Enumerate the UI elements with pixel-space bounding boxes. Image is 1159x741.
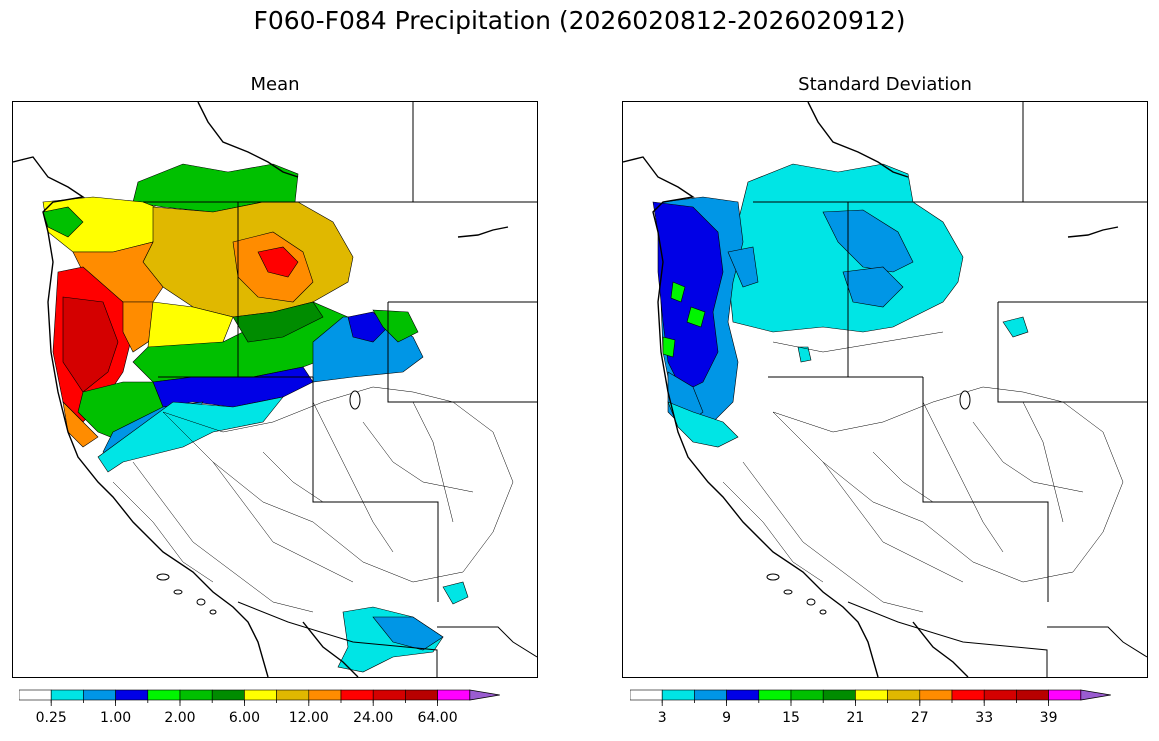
colorbar-box	[1048, 689, 1082, 701]
colorbar-box	[372, 689, 406, 701]
colorbar-box	[179, 689, 213, 701]
colorbar-box	[50, 689, 84, 701]
colorbar-tick-label: 21	[846, 710, 864, 726]
colorbar-box	[694, 689, 727, 701]
colorbar-box	[758, 689, 792, 701]
colorbar-box	[340, 689, 374, 701]
colorbar-box	[726, 689, 760, 701]
region-wy-green	[372, 309, 419, 343]
region-ca-cyan	[667, 401, 739, 448]
colorbar-tick-label: 2.00	[164, 710, 195, 726]
colorbar-tick-label: 3	[658, 710, 667, 726]
region-nm-cyan	[442, 581, 469, 605]
map-mean-svg	[13, 102, 537, 677]
region-coast-green2	[686, 306, 706, 328]
region-coast-green1	[670, 281, 686, 303]
colorbar-extend-triangle	[1080, 689, 1111, 701]
colorbar-tick-label: 0.25	[36, 710, 67, 726]
colorbar-tick-label: 6.00	[229, 710, 260, 726]
colorbar-extend-triangle	[469, 689, 500, 701]
colorbar-box	[211, 689, 245, 701]
colorbar-tick-label: 33	[975, 710, 993, 726]
colorbar-box	[1016, 689, 1049, 701]
map-stddev-svg	[623, 102, 1147, 677]
colorbar-box	[887, 689, 921, 701]
figure-title: F060-F084 Precipitation (2026020812-2026…	[253, 6, 906, 35]
colorbar-box	[629, 689, 663, 701]
colorbar-box	[405, 689, 438, 701]
panel-title-mean: Mean	[250, 74, 300, 95]
colorbar-box	[308, 689, 342, 701]
colorbar-box	[147, 689, 181, 701]
colorbar-tick-label: 27	[911, 710, 929, 726]
colorbar-box	[822, 689, 856, 701]
colorbar-stddev-svg: 3 9 15 21 27 33 39	[629, 689, 1111, 726]
region-coast-green3	[662, 336, 676, 358]
region-green-nw	[42, 206, 84, 238]
colorbar-tick-label: 64.00	[418, 710, 458, 726]
colorbar-box	[983, 689, 1017, 701]
colorbar-box	[276, 689, 310, 701]
region-az-blue	[372, 616, 444, 651]
colorbar-box	[244, 689, 277, 701]
colorbar-box	[83, 689, 116, 701]
colorbar-tick-label: 24.00	[353, 710, 393, 726]
colorbar-box	[919, 689, 953, 701]
colorbar-stddev: 3 9 15 21 27 33 39	[629, 688, 1142, 728]
region-or-darkred	[62, 296, 119, 393]
colorbar-tick-label: 12.00	[289, 710, 329, 726]
map-mean	[12, 101, 538, 678]
colorbar-mean: 0.25 1.00 2.00 6.00 12.00 24.00 64.00	[18, 688, 531, 728]
colorbar-tick-label: 1.00	[100, 710, 131, 726]
region-blue-cascade-mid	[727, 246, 759, 288]
colorbar-tick-label: 39	[1040, 710, 1058, 726]
region-wy-cyan	[1002, 316, 1029, 338]
region-red-mt	[257, 246, 299, 278]
colorbar-box	[855, 689, 888, 701]
colorbar-box	[661, 689, 695, 701]
colorbar-mean-svg: 0.25 1.00 2.00 6.00 12.00 24.00 64.00	[18, 689, 500, 726]
region-sierra-cyan	[97, 396, 284, 473]
map-stddev	[622, 101, 1148, 678]
region-idaho-blue	[842, 266, 904, 308]
panel-title-stddev: Standard Deviation	[798, 74, 972, 95]
colorbar-tick-label: 9	[722, 710, 731, 726]
colorbar-box	[951, 689, 985, 701]
region-wy-blue-dark	[347, 311, 389, 343]
colorbar-box	[437, 689, 471, 701]
colorbar-tick-label: 15	[782, 710, 800, 726]
region-montana-blue	[822, 209, 914, 273]
colorbar-box	[790, 689, 824, 701]
region-ut-cyan	[797, 346, 812, 363]
colorbar-box	[18, 689, 52, 701]
region-darkgreen	[232, 301, 324, 343]
colorbar-box	[115, 689, 149, 701]
